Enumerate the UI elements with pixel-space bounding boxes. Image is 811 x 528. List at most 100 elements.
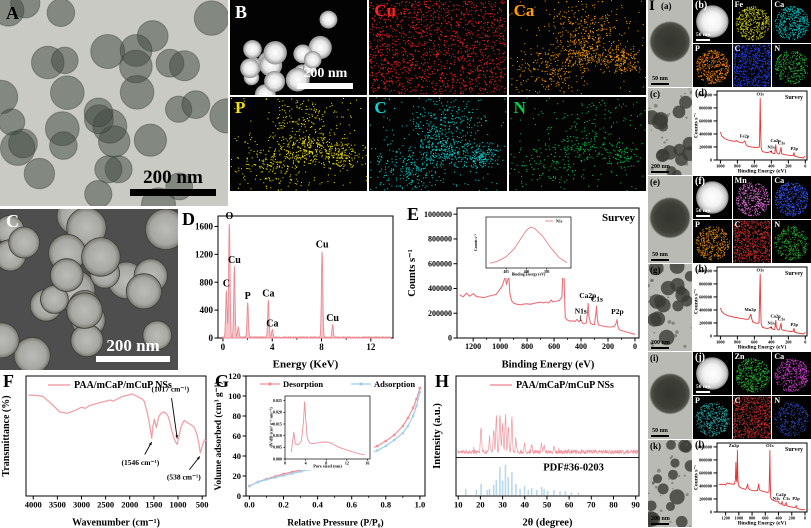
svg-text:1200: 1200 bbox=[465, 342, 481, 351]
panel-h-label: H bbox=[435, 371, 450, 391]
svg-text:C1s: C1s bbox=[591, 294, 603, 303]
panel-b-map-c-svg bbox=[370, 96, 507, 191]
svg-text:N1s: N1s bbox=[575, 306, 587, 315]
svg-text:4: 4 bbox=[270, 342, 275, 352]
panel-i-right-f: (f) 50 nm Mn Ca P C N bbox=[693, 176, 811, 263]
panel-i-tem-4-svg bbox=[649, 373, 691, 415]
panel-b-map-p-label: P bbox=[235, 97, 246, 117]
panel-i-xps-xps_l-svg: 1200 1000 800 600 400 200 00200000400000600000… bbox=[694, 442, 808, 527]
panel-i-map-4-zn: Zn bbox=[732, 352, 772, 395]
panel-i-map-0-ca-svg bbox=[775, 6, 810, 41]
panel-i-map-2-n-label: N bbox=[774, 220, 781, 229]
panel-i-map-4-p: P bbox=[693, 396, 732, 439]
panel-i-tem-3-svg bbox=[648, 264, 692, 348]
svg-text:Ca2p: Ca2p bbox=[579, 291, 596, 300]
panel-i-maps-scalebar-line-0 bbox=[696, 39, 710, 41]
svg-text:P2p: P2p bbox=[611, 307, 624, 316]
svg-text:N1s: N1s bbox=[556, 218, 563, 223]
panel-b-map-c: C bbox=[369, 96, 507, 191]
eds-chart-svg: 0 4 8 12 0 400 800 1200 1600 Energy (KeV) C O Cu P Ca C… bbox=[195, 211, 394, 370]
svg-text:3000: 3000 bbox=[73, 499, 90, 509]
panel-i-row-k: (k) 200 nm 1200 1000 800 600 400 200 0 0 200000 400… bbox=[648, 440, 811, 527]
panel-i-sublabel-k: (k) bbox=[650, 441, 661, 451]
xps-survey-e-svg: 1200 1000 800 600 400 200 0 0 200000 400000 600000… bbox=[407, 207, 640, 370]
panel-i-scalebar-line-4 bbox=[651, 434, 669, 437]
panel-i-map-4-p-label: P bbox=[695, 396, 700, 405]
panel-b-map-ca-label: Ca bbox=[513, 1, 535, 20]
svg-text:0: 0 bbox=[221, 342, 226, 352]
panel-i-sublabel-a: (a) bbox=[661, 1, 672, 11]
panel-i-map-2-n: N bbox=[772, 220, 811, 263]
panel-i-map-4-c-label: C bbox=[734, 396, 741, 405]
panel-i-tem-i: (i) 50 nm bbox=[648, 352, 692, 439]
panel-i-map-2-p-svg bbox=[695, 226, 731, 261]
panel-i-scalebar-line-0 bbox=[651, 82, 669, 85]
svg-text:1500: 1500 bbox=[145, 499, 162, 509]
panel-i-scalebar-3: 200 nm bbox=[651, 340, 670, 349]
panel-c-label: C bbox=[6, 211, 19, 231]
svg-text:Counts s⁻¹: Counts s⁻¹ bbox=[474, 234, 478, 251]
panel-i-map-0-fe-label: Fe bbox=[734, 0, 744, 9]
panel-b-map-ca: Ca bbox=[508, 0, 646, 95]
svg-text:800: 800 bbox=[521, 342, 533, 351]
panel-i-scalebar-text-4: 50 nm bbox=[652, 427, 668, 434]
svg-text:PAA/mCaP/mCuP NSs: PAA/mCaP/mCuP NSs bbox=[74, 380, 172, 391]
panel-g-label: G bbox=[215, 371, 230, 391]
panel-i-maps-scalebar-text-0: 50 nm bbox=[696, 31, 711, 38]
panel-i-map-0-c: C bbox=[732, 44, 772, 87]
panel-b-scalebar-line bbox=[297, 82, 354, 89]
panel-i-scalebar-5: 200 nm bbox=[651, 516, 670, 525]
svg-text:1200: 1200 bbox=[195, 249, 214, 259]
bet-chart-svg: 0.0 0.2 0.4 0.6 0.8 1.0020406080100120Relativ… bbox=[213, 371, 426, 528]
panel-i-tem-e: (e) 50 nm bbox=[648, 176, 692, 263]
panel-i-scalebar-line-3 bbox=[651, 346, 669, 349]
panel-i-map-0-n-svg bbox=[775, 50, 809, 85]
panel-i-map-2-p: P bbox=[693, 220, 732, 263]
panel-i-map-0-ca-label: Ca bbox=[774, 0, 785, 9]
panel-i-sublabel-c: (c) bbox=[650, 89, 660, 99]
panel-i-sublabel-l: (l) bbox=[695, 440, 705, 451]
panel-i-right-l: 1200 1000 800 600 400 200 0 0 200000 400000 600000… bbox=[693, 440, 811, 527]
panel-i-row-g: (g) 200 nm 1000 800 600 400 200 0 0 200000 400000 6… bbox=[648, 264, 811, 351]
panel-a-scalebar: 200 nm bbox=[130, 168, 216, 196]
panel-i-mapgrid-j: (j) 50 nm Zn Ca P C N bbox=[693, 352, 811, 439]
panel-i-map-2-p-label: P bbox=[695, 220, 700, 229]
ftir-chart-svg: 4000 3500 3000 2500 2000 1500 1000 500 Wavenumbe… bbox=[1, 375, 209, 528]
svg-text:Cu: Cu bbox=[316, 240, 329, 251]
panel-i-map-0-n-label: N bbox=[774, 44, 781, 53]
svg-text:600000: 600000 bbox=[428, 259, 452, 268]
panel-b-map-cu-svg bbox=[369, 0, 507, 95]
svg-text:Transmittance (%): Transmittance (%) bbox=[1, 395, 12, 476]
panel-i-scalebar-text-0: 50 nm bbox=[652, 75, 668, 82]
panel-i-map-0-fe-svg bbox=[735, 5, 770, 41]
panel-i-tem-5-svg bbox=[648, 440, 692, 527]
panel-b-map-cu: Cu bbox=[369, 0, 507, 95]
panel-i-map-0-p-svg bbox=[695, 49, 730, 85]
svg-text:2000: 2000 bbox=[121, 499, 138, 509]
panel-i-scalebar-line-5 bbox=[651, 522, 669, 525]
panel-i-maps-scalebar-0: 50 nm bbox=[696, 31, 711, 41]
panel-i-mapgrid-f: (f) 50 nm Mn Ca P C N bbox=[693, 176, 811, 263]
bet-inset-pore-size: 0 4 8 12 160.0000.0050.0100.0150.0200.025Por… bbox=[269, 395, 371, 469]
svg-text:Ca: Ca bbox=[266, 318, 278, 329]
svg-text:400: 400 bbox=[200, 305, 214, 315]
panel-i-map-2-n-svg bbox=[774, 226, 809, 261]
panel-i-scalebar-0: 50 nm bbox=[651, 75, 669, 85]
panel-b-map-n-svg bbox=[508, 97, 646, 191]
svg-text:400: 400 bbox=[524, 270, 530, 274]
panel-a-scalebar-line bbox=[130, 189, 216, 196]
panel-b-scalebar-text: 200 nm bbox=[303, 65, 348, 81]
panel-i-right-d: 1000 800 600 400 200 0 0 200000 400000 600000 8000… bbox=[693, 88, 811, 175]
panel-b-map-cu-label: Cu bbox=[374, 1, 397, 20]
svg-text:200000: 200000 bbox=[428, 309, 452, 318]
panel-i-tem-1-svg bbox=[648, 88, 692, 175]
panel-i-map-0-n: N bbox=[772, 44, 811, 87]
panel-i-map-0-c-label: C bbox=[734, 44, 741, 53]
panel-i-tem-k: (k) 200 nm bbox=[648, 440, 692, 527]
svg-text:O: O bbox=[225, 211, 233, 222]
panel-b-elemental-maps: B 200 nm Cu Ca P C N bbox=[230, 0, 646, 191]
panel-b-map-c-label: C bbox=[374, 97, 387, 117]
panel-i-row-a: I (a) 50 nm (b) 50 nm Fe Ca P C N bbox=[648, 0, 811, 87]
